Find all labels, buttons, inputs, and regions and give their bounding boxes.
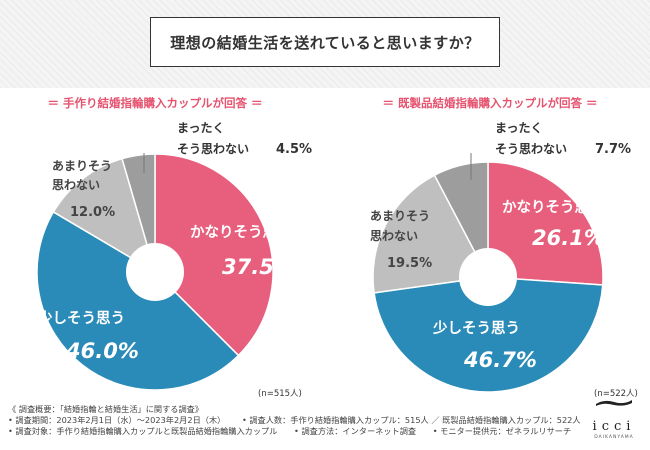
footer-method: • 調査方法：インターネット調査 xyxy=(294,426,417,436)
left-label-c-line2: 思わない xyxy=(52,178,100,192)
logo-mark-icon xyxy=(596,400,632,406)
left-slice-strong-no xyxy=(121,153,156,273)
pie-chart-left xyxy=(36,153,274,391)
left-label-d-line2: そう思わない xyxy=(177,142,249,156)
survey-footer: 《 調査概要：「結婚指輪と結婚生活」に関する調査》 • 調査期間：2023年2月… xyxy=(8,404,581,437)
footer-target: • 調査対象：手作り結婚指輪購入カップルと既製品結婚指輪購入カップル xyxy=(8,426,278,436)
left-label-c-line1: あまりそう xyxy=(52,159,112,173)
left-value-b: 46.0% xyxy=(65,339,139,363)
right-value-a: 26.1% xyxy=(532,226,605,250)
right-slice-strong-yes xyxy=(487,161,604,286)
charts-canvas: ＝ 手作り結婚指輪購入カップルが回答 ＝ ＝ 既製品結婚指輪購入カップルが回答 … xyxy=(36,96,638,399)
footer-provider: • モニター提供元：ゼネラルリサーチ xyxy=(432,426,572,436)
left-donut-hole xyxy=(126,243,184,301)
footer-period: • 調査期間：2023年2月1日（水）～2023年2月2日（木） xyxy=(8,415,226,425)
right-value-d: 7.7% xyxy=(595,142,631,157)
left-n-label: (n=515人) xyxy=(258,389,302,399)
logo-sub-text: DAIKANYAMA xyxy=(594,435,634,440)
footer-count: • 調査人数：手作り結婚指輪購入カップル：515人 ／ 既製品結婚指輪購入カップ… xyxy=(241,415,581,425)
left-labels: まったく そう思わない 4.5% あまりそう 思わない 12.0% かなりそう思… xyxy=(37,121,312,399)
left-label-a: かなりそう思う xyxy=(190,224,292,241)
left-slice-slight-yes xyxy=(36,210,240,391)
left-slice-strong-yes xyxy=(154,153,274,357)
right-label-c-line2: 思わない xyxy=(370,229,418,243)
chart-header-right: ＝ 既製品結婚指輪購入カップルが回答 ＝ xyxy=(382,96,597,110)
right-label-d-line1: まったく xyxy=(495,121,543,135)
right-value-b: 46.7% xyxy=(463,348,537,372)
chart-header-left: ＝ 手作り結婚指輪購入カップルが回答 ＝ xyxy=(47,96,262,110)
right-label-b: 少しそう思う xyxy=(432,320,520,337)
page-title: 理想の結婚生活を送れていると思いますか？ xyxy=(150,17,500,67)
right-n-label: (n=522人) xyxy=(594,389,638,399)
right-slice-slight-yes xyxy=(373,276,604,393)
left-label-b: 少しそう思う xyxy=(37,310,125,327)
right-slice-slight-no xyxy=(372,174,490,294)
logo-brand-text: icci xyxy=(592,419,636,434)
right-label-d-line2: そう思わない xyxy=(495,142,567,156)
right-label-a: かなりそう思う xyxy=(502,199,604,216)
right-donut-hole xyxy=(459,248,517,306)
left-value-d: 4.5% xyxy=(276,142,312,157)
right-labels: まったく そう思わない 7.7% あまりそう 思わない 19.5% かなりそう思… xyxy=(370,121,638,399)
right-value-c: 19.5% xyxy=(387,256,432,271)
right-slice-strong-no xyxy=(433,161,489,278)
footer-line1: 《 調査概要：「結婚指輪と結婚生活」に関する調査》 xyxy=(8,404,204,414)
pie-chart-right xyxy=(372,161,604,393)
left-label-d-line1: まったく xyxy=(177,121,225,135)
left-value-c: 12.0% xyxy=(70,205,115,220)
right-label-c-line1: あまりそう xyxy=(370,209,430,223)
brand-logo: icci DAIKANYAMA xyxy=(586,398,642,446)
left-value-a: 37.5% xyxy=(222,255,295,279)
